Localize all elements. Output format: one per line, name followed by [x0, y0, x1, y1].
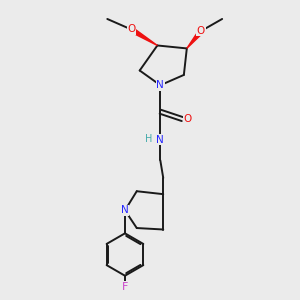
Text: N: N	[156, 80, 164, 90]
Text: N: N	[156, 135, 164, 145]
Text: H: H	[145, 134, 152, 143]
Text: O: O	[184, 114, 192, 124]
Text: N: N	[121, 206, 129, 215]
Polygon shape	[187, 29, 203, 48]
Text: O: O	[127, 24, 136, 34]
Text: O: O	[197, 26, 205, 36]
Text: F: F	[122, 282, 128, 292]
Polygon shape	[130, 27, 158, 46]
